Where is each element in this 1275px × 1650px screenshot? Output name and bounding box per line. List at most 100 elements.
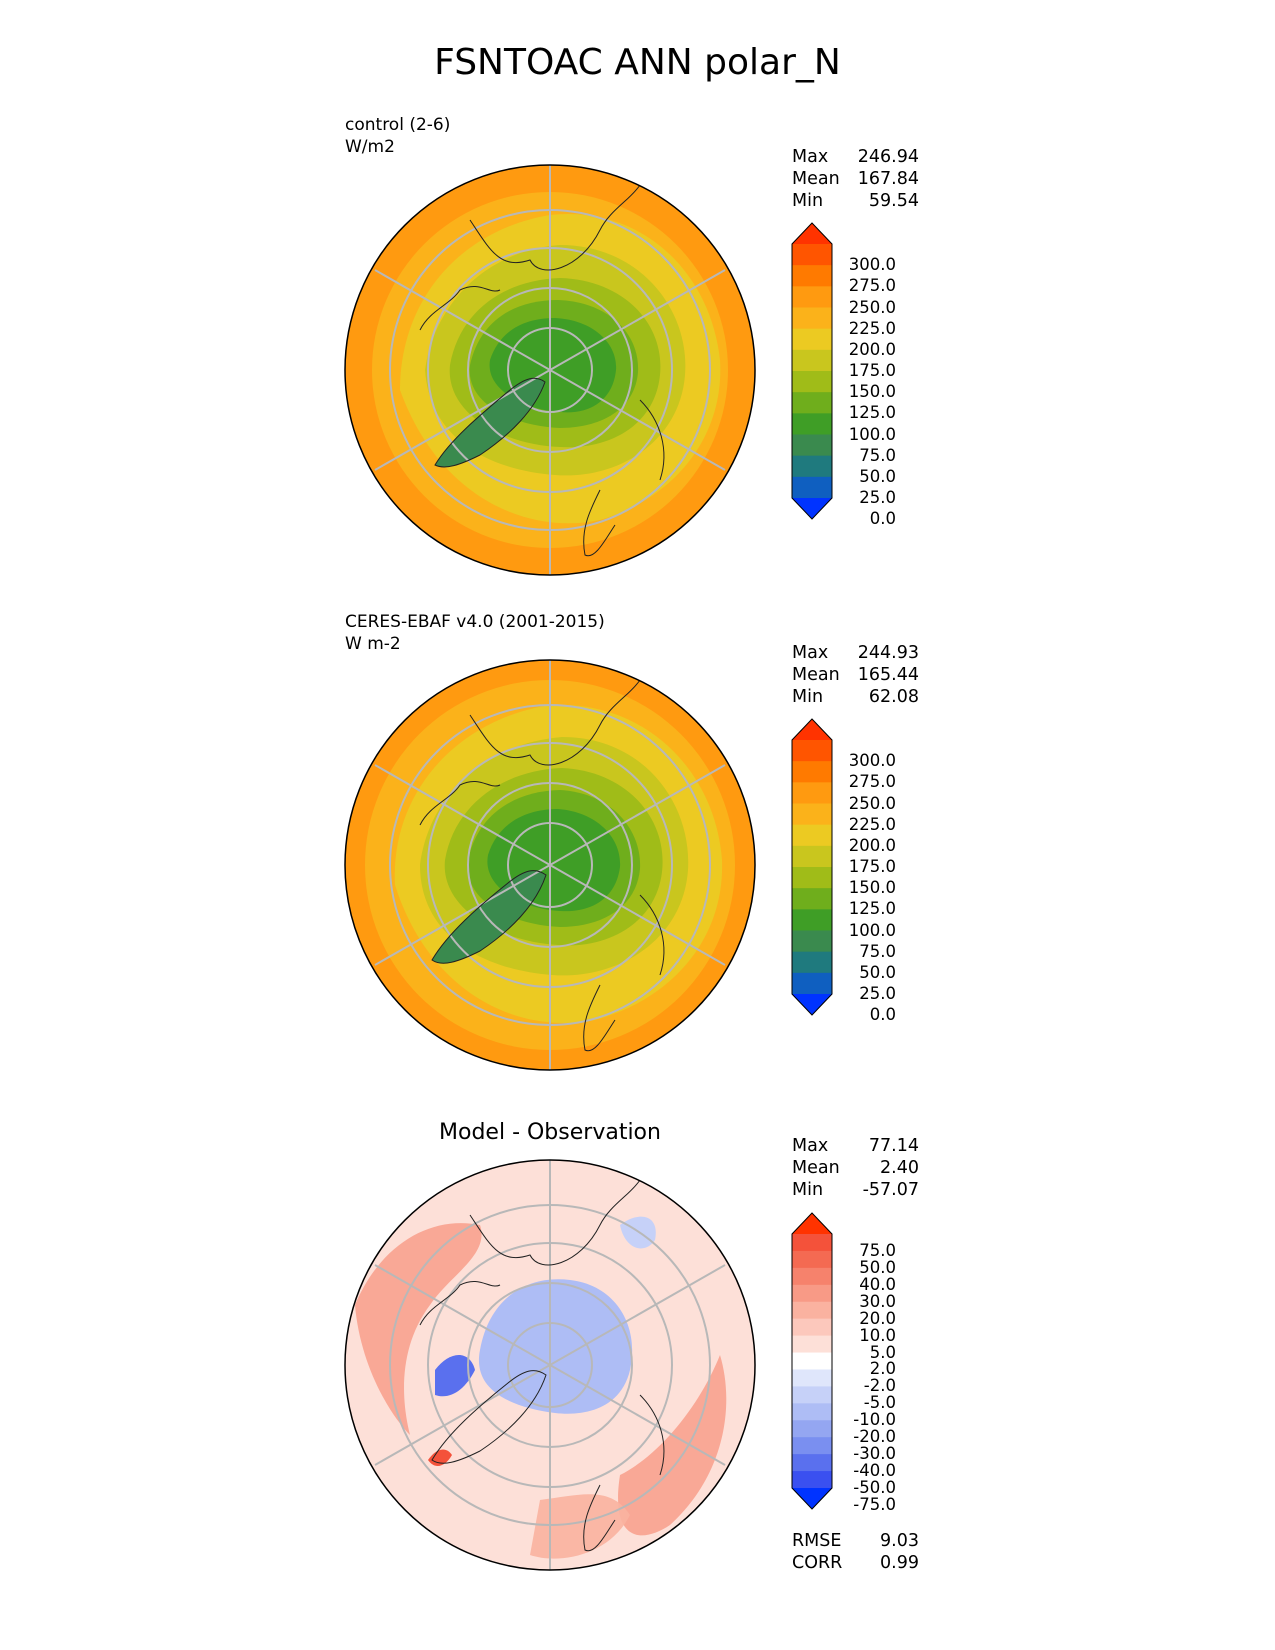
panel3-stat-max: 77.14 bbox=[868, 1136, 919, 1156]
panel3-colorbar bbox=[791, 1212, 833, 1510]
colorbar-tick-label: 0.0 bbox=[869, 509, 896, 529]
colorbar-segment bbox=[792, 371, 832, 393]
panel2-colorbar bbox=[791, 718, 833, 1016]
panel3-stat-key: Max bbox=[792, 1136, 829, 1156]
colorbar-tick-label: 100.0 bbox=[848, 424, 896, 444]
panel3-coastlines bbox=[419, 1179, 665, 1552]
colorbar-segment bbox=[792, 1403, 832, 1421]
colorbar-segment bbox=[792, 1386, 832, 1404]
colorbar-tick-label: 225.0 bbox=[848, 318, 896, 338]
colorbar-segment bbox=[792, 782, 832, 804]
colorbar-tick-label: 300.0 bbox=[848, 751, 896, 771]
colorbar-segment bbox=[792, 1352, 832, 1370]
colorbar-segment bbox=[792, 909, 832, 931]
colorbar-tick-label: -75.0 bbox=[853, 1494, 896, 1514]
panel3-map-border bbox=[344, 1159, 756, 1571]
colorbar-segment bbox=[792, 972, 832, 995]
colorbar-tick-label: 250.0 bbox=[848, 793, 896, 813]
colorbar-tick-label: -20.0 bbox=[853, 1427, 896, 1447]
colorbar-tick-label: 75.0 bbox=[859, 1240, 896, 1260]
panel1-stats: Max 246.94 Mean 167.84 Min 59.54 bbox=[792, 146, 919, 212]
panel2-stats: Max 244.93 Mean 165.44 Min 62.08 bbox=[792, 642, 919, 708]
panel3-negative-anomaly-arctic bbox=[478, 1279, 633, 1414]
colorbar-tick-label: 250.0 bbox=[848, 297, 896, 317]
colorbar-segment bbox=[792, 1420, 832, 1438]
colorbar-tick-label: 10.0 bbox=[859, 1325, 896, 1345]
colorbar-segment bbox=[792, 761, 832, 783]
colorbar-segment bbox=[792, 1234, 832, 1252]
colorbar-tick-label: 20.0 bbox=[859, 1308, 896, 1328]
colorbar-segment bbox=[792, 476, 832, 499]
colorbar-outline bbox=[791, 1212, 833, 1510]
colorbar-tick-label: 150.0 bbox=[848, 382, 896, 402]
panel1-gridlines bbox=[374, 165, 726, 575]
panel2-stat-key: Mean bbox=[792, 665, 840, 685]
colorbar-extend-min bbox=[792, 994, 832, 1015]
colorbar-segment bbox=[792, 888, 832, 910]
colorbar-segment bbox=[792, 1301, 832, 1320]
colorbar-tick-label: -40.0 bbox=[853, 1461, 896, 1481]
panel3-metric-key: RMSE bbox=[792, 1531, 842, 1551]
colorbar-extend-max bbox=[792, 223, 832, 244]
colorbar-segment bbox=[792, 824, 832, 847]
colorbar-segment bbox=[792, 951, 832, 974]
colorbar-segment bbox=[792, 740, 832, 762]
colorbar-segment bbox=[792, 1318, 832, 1337]
panel3-stat-key: Min bbox=[792, 1180, 824, 1200]
panel3-stats: Max 77.14 Mean 2.40 Min -57.07 bbox=[792, 1135, 919, 1201]
panel1-stat-key: Min bbox=[792, 191, 824, 211]
panel3-stat-key: Mean bbox=[792, 1158, 840, 1178]
panel3-metric-key: CORR bbox=[792, 1553, 843, 1573]
colorbar-tick-label: 50.0 bbox=[859, 1257, 896, 1277]
colorbar-segment bbox=[792, 1437, 832, 1455]
colorbar-extend-max bbox=[792, 719, 832, 740]
colorbar-segment bbox=[792, 1335, 832, 1354]
figure-title: FSNTOAC ANN polar_N bbox=[434, 42, 841, 83]
colorbar-tick-label: 150.0 bbox=[848, 878, 896, 898]
colorbar-tick-label: 275.0 bbox=[848, 772, 896, 792]
colorbar-segment bbox=[792, 244, 832, 266]
colorbar-segment bbox=[792, 392, 832, 414]
colorbar-segment bbox=[792, 930, 832, 953]
panel1-label: control (2-6) W/m2 bbox=[345, 114, 450, 158]
colorbar-tick-label: -30.0 bbox=[853, 1444, 896, 1464]
panel3-polar-map bbox=[344, 1159, 756, 1571]
colorbar-tick-label: 300.0 bbox=[848, 255, 896, 275]
colorbar-segment bbox=[792, 286, 832, 308]
panel1-stat-min: 59.54 bbox=[868, 191, 919, 211]
panel1-colorbar-ticks: 300.0 275.0 250.0 225.0 200.0 175.0 150.0 125.0… bbox=[836, 222, 896, 527]
colorbar-tick-label: -5.0 bbox=[863, 1393, 896, 1413]
panel1-greenland bbox=[435, 378, 545, 467]
colorbar-tick-label: 75.0 bbox=[859, 941, 896, 961]
colorbar-tick-label: 25.0 bbox=[859, 488, 896, 507]
panel2-greenland bbox=[432, 870, 546, 964]
colorbar-outline bbox=[791, 718, 833, 1016]
colorbar-extend-min bbox=[792, 1488, 832, 1509]
colorbar-segment bbox=[792, 455, 832, 478]
colorbar-segment bbox=[792, 1471, 832, 1489]
panel3-positive-anomaly-greenland-coast bbox=[428, 1449, 452, 1467]
panel2-map-border bbox=[344, 659, 756, 1071]
colorbar-segment bbox=[792, 1369, 832, 1387]
colorbar-segment bbox=[792, 1250, 832, 1269]
panel1-units: W/m2 bbox=[345, 137, 395, 157]
panel1-stat-max: 246.94 bbox=[857, 147, 919, 167]
panel2-stat-max: 244.93 bbox=[857, 643, 919, 663]
panel3-positive-anomaly-west bbox=[355, 1223, 482, 1435]
colorbar-segment bbox=[792, 265, 832, 287]
panel2-label: CERES-EBAF v4.0 (2001-2015) W m-2 bbox=[345, 611, 605, 655]
panel3-title: Model - Observation bbox=[439, 1120, 661, 1145]
colorbar-segment bbox=[792, 1284, 832, 1303]
colorbar-tick-label: 0.0 bbox=[869, 1005, 896, 1025]
colorbar-segment bbox=[792, 867, 832, 889]
colorbar-tick-label: 75.0 bbox=[859, 445, 896, 465]
colorbar-tick-label: 200.0 bbox=[848, 835, 896, 855]
colorbar-tick-label: 175.0 bbox=[848, 857, 896, 876]
colorbar-tick-label: 30.0 bbox=[859, 1291, 896, 1311]
colorbar-tick-label: -50.0 bbox=[853, 1478, 896, 1497]
colorbar-segment bbox=[792, 1267, 832, 1286]
panel1-coastlines bbox=[419, 184, 665, 557]
panel3-stat-mean: 2.40 bbox=[880, 1158, 919, 1178]
panel3-metrics: RMSE 9.03 CORR 0.99 bbox=[792, 1530, 919, 1574]
colorbar-tick-label: 125.0 bbox=[848, 899, 896, 919]
